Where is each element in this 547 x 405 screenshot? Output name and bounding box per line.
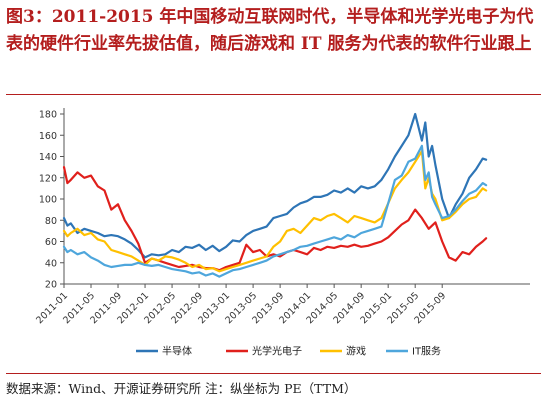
y-tick-label: 120	[39, 173, 57, 184]
y-tick-label: 80	[45, 216, 57, 227]
y-tick-label: 40	[45, 258, 57, 269]
title-divider	[6, 94, 541, 95]
y-tick-label: 160	[39, 131, 57, 142]
y-tick-label: 20	[45, 280, 57, 291]
series-line-0	[62, 112, 488, 259]
source-note: 数据来源：Wind、开源证券研究所 注：纵坐标为 PE（TTM）	[6, 381, 357, 396]
legend-label-1: 光学光电子	[252, 345, 302, 358]
legend-label-0: 半导体	[162, 345, 192, 358]
legend-label-2: 游戏	[346, 345, 366, 358]
series-line-2	[62, 150, 488, 273]
series-line-3	[62, 144, 488, 278]
figure-title: 图3：2011-2015 年中国移动互联网时代，半导体和光学光电子为代表的硬件行…	[6, 7, 534, 54]
y-tick-label: 60	[45, 237, 57, 248]
y-tick-label: 140	[39, 152, 57, 163]
source-divider	[6, 373, 541, 374]
series-line-1	[62, 166, 488, 272]
y-tick-label: 100	[39, 195, 57, 206]
line-chart: 204060801001201401601802011-012011-05201…	[34, 108, 530, 358]
legend-label-3: IT服务	[412, 345, 441, 358]
y-tick-label: 180	[39, 110, 57, 121]
